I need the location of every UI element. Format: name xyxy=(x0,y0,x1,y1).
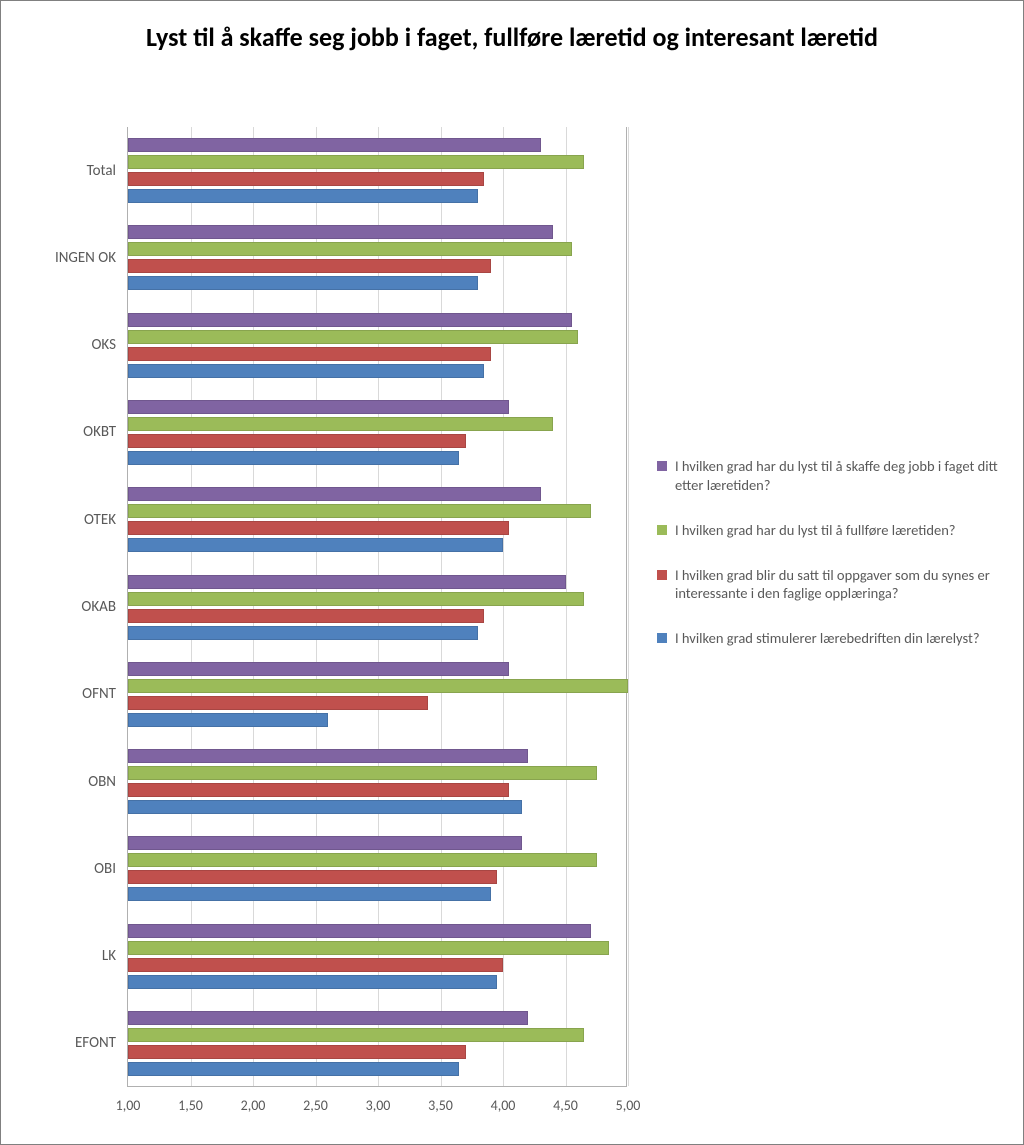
legend-marker xyxy=(657,525,667,535)
bar xyxy=(128,1011,528,1025)
bar xyxy=(128,1062,459,1076)
legend-item: I hvilken grad har du lyst til å skaffe … xyxy=(657,457,1007,495)
x-tick-label: 4,00 xyxy=(491,1097,516,1114)
bar xyxy=(128,400,509,414)
bar xyxy=(128,487,541,501)
bar xyxy=(128,749,528,763)
legend-label: I hvilken grad har du lyst til å fullfør… xyxy=(675,521,1007,540)
bar xyxy=(128,853,597,867)
bar xyxy=(128,836,522,850)
y-category-label: OBI xyxy=(94,860,128,878)
chart-inner: Lyst til å skaffe seg jobb i faget, full… xyxy=(7,7,1017,1138)
legend-label: I hvilken grad har du lyst til å skaffe … xyxy=(675,457,1007,495)
bar xyxy=(128,609,484,623)
bar xyxy=(128,1045,466,1059)
bar xyxy=(128,276,478,290)
bar xyxy=(128,138,541,152)
legend-label: I hvilken grad stimulerer lærebedriften … xyxy=(675,629,1007,648)
y-category-label: OKS xyxy=(92,336,129,354)
y-category-label: OKBT xyxy=(83,423,128,441)
y-category-label: LK xyxy=(102,947,128,965)
chart-container: Lyst til å skaffe seg jobb i faget, full… xyxy=(0,0,1024,1145)
plot-area: 1,001,502,002,503,003,504,004,505,00Tota… xyxy=(127,127,627,1087)
y-category-label: Total xyxy=(87,162,128,180)
bar xyxy=(128,451,459,465)
x-tick-label: 2,50 xyxy=(303,1097,328,1114)
legend: I hvilken grad har du lyst til å skaffe … xyxy=(657,457,1007,674)
bar xyxy=(128,1028,584,1042)
bar xyxy=(128,504,591,518)
bar xyxy=(128,330,578,344)
legend-marker xyxy=(657,461,667,471)
plot-right-wall xyxy=(626,127,627,1086)
legend-item: I hvilken grad stimulerer lærebedriften … xyxy=(657,629,1007,648)
bar xyxy=(128,783,509,797)
y-category-label: OBN xyxy=(88,773,128,791)
bar xyxy=(128,941,609,955)
y-category-label: EFONT xyxy=(75,1034,128,1052)
bar xyxy=(128,575,566,589)
bar xyxy=(128,313,572,327)
legend-item: I hvilken grad blir du satt til oppgaver… xyxy=(657,566,1007,604)
y-category-label: OTEK xyxy=(84,511,128,529)
x-tick-label: 1,00 xyxy=(116,1097,141,1114)
bar xyxy=(128,887,491,901)
bar xyxy=(128,172,484,186)
bar xyxy=(128,259,491,273)
x-tick-label: 2,00 xyxy=(241,1097,266,1114)
bar xyxy=(128,225,553,239)
x-tick-label: 4,50 xyxy=(553,1097,578,1114)
chart-title: Lyst til å skaffe seg jobb i faget, full… xyxy=(7,7,1017,62)
bar xyxy=(128,975,497,989)
x-tick-label: 1,50 xyxy=(178,1097,203,1114)
x-tick-label: 5,00 xyxy=(616,1097,641,1114)
legend-marker xyxy=(657,570,667,580)
bar xyxy=(128,766,597,780)
y-category-label: INGEN OK xyxy=(55,249,128,267)
bar xyxy=(128,364,484,378)
y-category-label: OKAB xyxy=(81,598,128,616)
bar xyxy=(128,626,478,640)
bar xyxy=(128,679,628,693)
bar xyxy=(128,800,522,814)
bar xyxy=(128,242,572,256)
bar xyxy=(128,592,584,606)
bar xyxy=(128,434,466,448)
y-category-label: OFNT xyxy=(82,685,128,703)
bar xyxy=(128,870,497,884)
bar xyxy=(128,417,553,431)
bar xyxy=(128,958,503,972)
x-tick-label: 3,50 xyxy=(428,1097,453,1114)
bar xyxy=(128,347,491,361)
bar xyxy=(128,521,509,535)
legend-label: I hvilken grad blir du satt til oppgaver… xyxy=(675,566,1007,604)
legend-marker xyxy=(657,633,667,643)
bar xyxy=(128,696,428,710)
x-tick-label: 3,00 xyxy=(366,1097,391,1114)
gridline xyxy=(628,127,629,1086)
bar xyxy=(128,189,478,203)
bar xyxy=(128,713,328,727)
legend-item: I hvilken grad har du lyst til å fullfør… xyxy=(657,521,1007,540)
bar xyxy=(128,924,591,938)
bar xyxy=(128,538,503,552)
bar xyxy=(128,155,584,169)
chart-body: 1,00 1,50 2,00 2,50 3,00 3,50 4,00 4,50 5,00 Tota… xyxy=(7,117,1017,1138)
bar xyxy=(128,662,509,676)
